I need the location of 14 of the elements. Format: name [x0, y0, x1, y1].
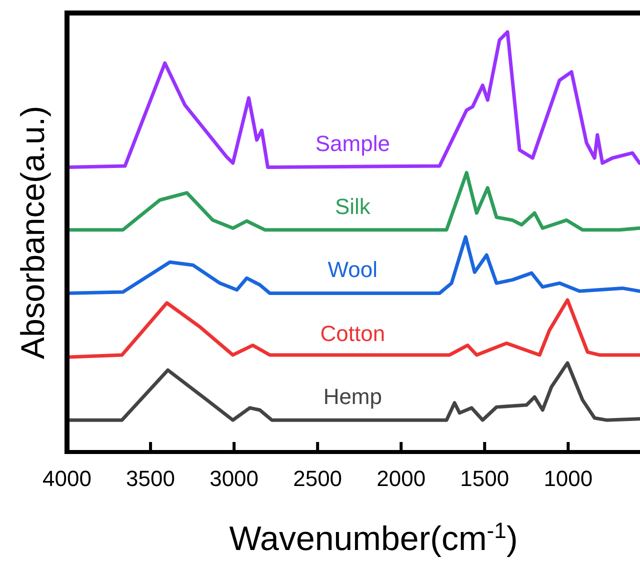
x-tick-label: 3000: [210, 466, 259, 491]
x-tick-label: 2500: [293, 466, 342, 491]
y-axis-title: Absorbance(a.u.): [14, 106, 51, 360]
series-label: Sample: [315, 131, 390, 156]
x-tick-label: 2000: [376, 466, 426, 491]
series-label: Cotton: [320, 321, 386, 346]
x-tick-label: 1500: [460, 466, 510, 491]
series-label: Hemp: [323, 384, 382, 410]
x-tick-label: 4000: [42, 466, 92, 491]
series-label: Wool: [328, 257, 378, 282]
x-tick-label: 1000: [544, 466, 593, 491]
series-label: Silk: [334, 194, 372, 219]
x-axis-title: Wavenumber(cm$^{-1}$): [229, 518, 518, 558]
x-tick-label: 3500: [126, 466, 176, 491]
